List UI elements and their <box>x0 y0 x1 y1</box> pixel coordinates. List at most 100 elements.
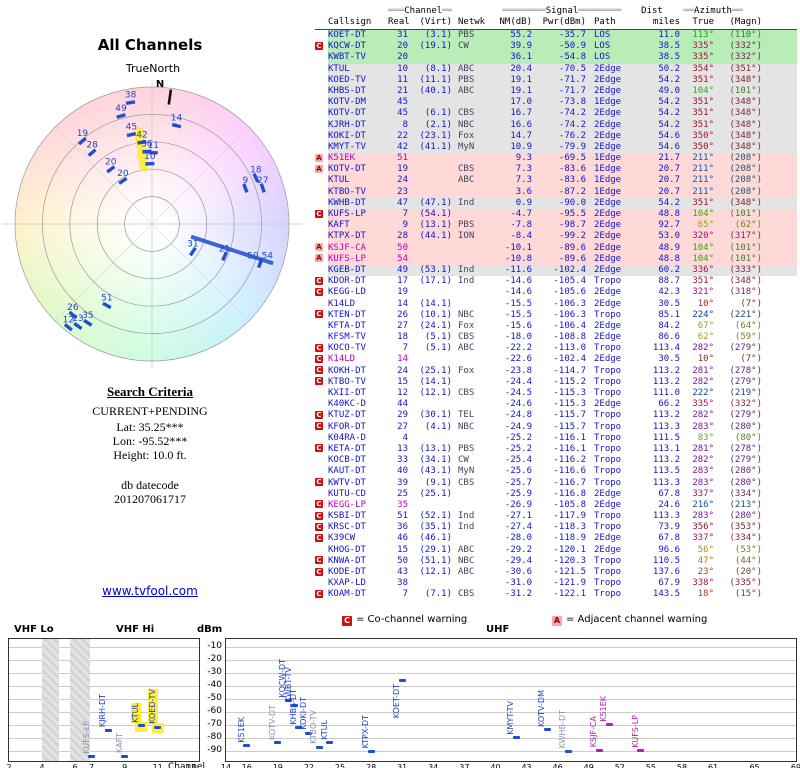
azimuth-magnetic: (15°) <box>734 589 762 600</box>
real-channel: 33 <box>397 455 408 466</box>
power-dbm: -115.3 <box>553 399 586 410</box>
callsign-link[interactable]: KNWA-DT <box>328 555 366 566</box>
azimuth-magnetic: (101°) <box>729 209 762 219</box>
path-type: LOS <box>594 52 611 63</box>
network: Fox <box>458 320 475 331</box>
azimuth-true: 282° <box>692 376 714 387</box>
callsign-link[interactable]: KUFS-LP <box>328 209 366 219</box>
table-row: KOET-DT 31 (3.1) PBS 55.2 -35.7 LOS 11.0 113° (11… <box>315 30 797 42</box>
distance-miles: 113.3 <box>652 421 680 432</box>
callsign-link[interactable]: K40KC-D <box>328 399 366 410</box>
virtual-channel: (6.1) <box>424 108 452 119</box>
channel-tick-label: 4 <box>39 763 45 768</box>
real-channel: 10 <box>397 63 408 74</box>
callsign-link[interactable]: K14LD <box>328 354 356 365</box>
callsign-link[interactable]: KOCB-DT <box>328 455 366 466</box>
callsign-link[interactable]: KWBT-TV <box>328 52 366 63</box>
azimuth-magnetic: (20°) <box>734 567 762 577</box>
path-type: 2Edge <box>594 253 622 264</box>
real-channel: 27 <box>397 320 408 331</box>
callsign-link[interactable]: KOAM-DT <box>328 589 366 600</box>
station-label: KHBS-DT <box>288 688 298 725</box>
power-dbm: -102.4 <box>553 264 586 275</box>
callsign-link[interactable]: KOKI-DT <box>328 130 366 141</box>
table-row: KUTU-CD 25 (25.1) -25.9 -116.8 2Edge 67.8 337° (… <box>315 488 797 500</box>
callsign-link[interactable]: KTUL <box>328 63 350 74</box>
channel-tick-label: 58 <box>676 763 688 768</box>
callsign-link[interactable]: K14LD <box>328 298 356 309</box>
radar-diagonal-line <box>52 124 252 324</box>
path-type: LOS <box>594 30 611 40</box>
callsign-link[interactable]: KOCO-TV <box>328 343 366 354</box>
callsign-link[interactable]: KWHB-DT <box>328 197 366 208</box>
tvfool-link[interactable]: www.tvfool.com <box>102 584 198 598</box>
callsign-link[interactable]: KJRH-DT <box>328 119 366 130</box>
network: CBS <box>458 332 475 343</box>
callsign-link[interactable]: KSBI-DT <box>328 511 366 522</box>
distance-miles: 53.0 <box>658 231 680 242</box>
callsign-link[interactable]: KTUL <box>328 175 350 186</box>
table-row: KTPX-DT 28 (44.1) ION -8.4 -99.2 2Edge 53.0 320°… <box>315 231 797 243</box>
noise-margin: -11.6 <box>504 264 532 275</box>
azimuth-true: 282° <box>692 343 714 354</box>
channel-marker <box>63 323 73 332</box>
distance-miles: 48.9 <box>658 242 680 253</box>
callsign-link[interactable]: KFOR-DT <box>328 421 366 432</box>
callsign-link[interactable]: KUFS-LP <box>328 253 366 264</box>
callsign-link[interactable]: KTPX-DT <box>328 231 366 242</box>
callsign-link[interactable]: K04RA-D <box>328 432 366 443</box>
callsign-link[interactable]: KQCW-DT <box>328 41 366 52</box>
station-label: K51EK <box>236 717 246 743</box>
channel-marker-label: 42 <box>136 130 147 140</box>
callsign-link[interactable]: KTEN-DT <box>328 309 366 320</box>
callsign-link[interactable]: KOTV-DM <box>328 97 366 108</box>
distance-miles: 54.2 <box>658 197 680 208</box>
virtual-channel: (19.1) <box>419 41 452 52</box>
callsign-link[interactable]: KXAP-LD <box>328 578 366 589</box>
callsign-link[interactable]: KMYT-TV <box>328 141 366 152</box>
callsign-link[interactable]: KRSC-DT <box>328 522 366 533</box>
callsign-link[interactable]: KOED-TV <box>328 74 366 85</box>
callsign-link[interactable]: KXII-DT <box>328 388 366 398</box>
callsign-link[interactable]: KOTV-DT <box>328 164 366 175</box>
callsign-link[interactable]: KOKH-DT <box>328 365 366 376</box>
callsign-link[interactable]: KEGG-LP <box>328 499 366 510</box>
callsign-link[interactable]: KDOR-DT <box>328 276 366 287</box>
station-marker <box>398 678 406 682</box>
callsign-link[interactable]: K39CW <box>328 533 356 544</box>
real-channel: 24 <box>397 365 408 376</box>
azimuth-true: 211° <box>692 186 714 197</box>
callsign-link[interactable]: KGEB-DT <box>328 264 366 275</box>
channel-marker-label: 51 <box>101 293 112 303</box>
callsign-link[interactable]: K51EK <box>328 153 356 164</box>
noise-margin: -8.4 <box>510 231 532 242</box>
callsign-link[interactable]: KODE-DT <box>328 567 366 577</box>
network: PBS <box>458 443 475 454</box>
noise-margin: -24.9 <box>504 421 532 432</box>
callsign-link[interactable]: KETA-DT <box>328 443 366 454</box>
callsign-link[interactable]: KSJF-CA <box>328 242 366 253</box>
callsign-link[interactable]: KUTU-CD <box>328 488 366 499</box>
callsign-link[interactable]: KTBO-TV <box>328 376 366 387</box>
path-type: Tropo <box>594 443 622 454</box>
network: ION <box>458 231 475 242</box>
callsign-link[interactable]: KOTV-DT <box>328 108 366 119</box>
callsign-link[interactable]: KTUZ-DT <box>328 410 366 421</box>
azimuth-magnetic: (208°) <box>729 153 762 164</box>
callsign-link[interactable]: KFTA-DT <box>328 320 366 331</box>
callsign-link[interactable]: KAFT <box>328 220 350 231</box>
callsign-link[interactable]: KFSM-TV <box>328 332 366 343</box>
callsign-link[interactable]: KHOG-DT <box>328 544 366 555</box>
callsign-link[interactable]: KHBS-DT <box>328 85 366 96</box>
power-dbm: -118.9 <box>553 533 586 544</box>
callsign-link[interactable]: KAUT-DT <box>328 466 366 477</box>
power-dbm: -71.7 <box>558 85 586 96</box>
noise-margin: 19.1 <box>510 85 532 96</box>
callsign-link[interactable]: KOET-DT <box>328 30 366 40</box>
real-channel: 7 <box>402 343 408 354</box>
callsign-link[interactable]: KEGG-LD <box>328 287 366 298</box>
callsign-link[interactable]: KWTV-DT <box>328 477 366 488</box>
power-dbm: -106.3 <box>553 309 586 320</box>
callsign-link[interactable]: KTBO-TV <box>328 186 366 197</box>
